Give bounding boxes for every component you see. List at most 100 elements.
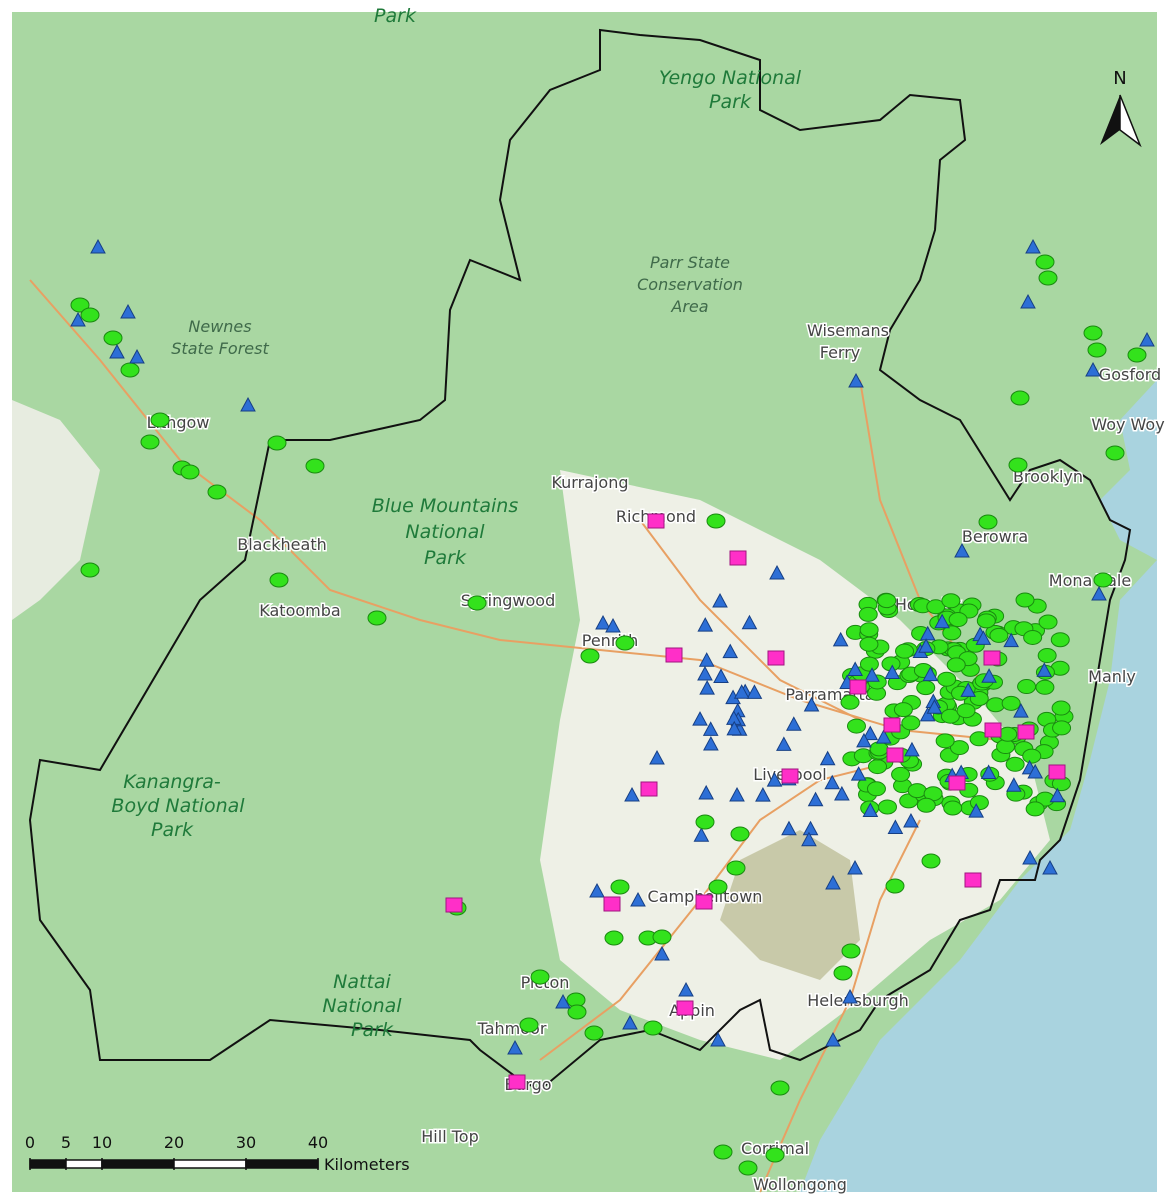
site-triangle — [1025, 238, 1041, 254]
park-label: Park — [709, 91, 752, 113]
site-circle — [530, 969, 550, 985]
park-label: National — [322, 995, 402, 1017]
park-label: Boyd National — [111, 795, 245, 817]
site-circle — [1010, 390, 1030, 406]
scale-segment — [173, 1159, 247, 1169]
scale-unit: Kilometers — [324, 1155, 410, 1174]
site-triangle — [825, 874, 841, 890]
site-triangle — [981, 668, 997, 683]
site-circle — [996, 739, 1016, 755]
site-square — [729, 550, 747, 566]
scale-tick-label: 30 — [236, 1133, 256, 1152]
site-triangle — [847, 661, 864, 676]
site-triangle — [884, 664, 901, 680]
site-circle — [726, 860, 746, 876]
site-square — [640, 781, 658, 797]
site-triangle — [741, 614, 758, 630]
site-circle — [846, 718, 866, 734]
place-label: Woy Woy — [1091, 415, 1164, 434]
site-circle — [580, 648, 600, 664]
site-triangle — [975, 630, 992, 645]
site-square — [964, 872, 982, 888]
site-circle — [80, 307, 100, 323]
place-label: Hill Top — [421, 1127, 478, 1146]
site-square — [886, 747, 904, 763]
site-triangle — [960, 682, 977, 697]
site-triangle — [1042, 859, 1058, 875]
park-label: Park — [351, 1019, 394, 1041]
north-arrow-right — [1119, 94, 1142, 148]
site-circle — [207, 484, 227, 500]
site-circle — [1008, 457, 1028, 473]
place-label: Manly — [1088, 667, 1136, 686]
site-circle — [868, 759, 888, 775]
site-circle — [935, 733, 955, 749]
site-triangle — [726, 720, 743, 736]
site-circle — [180, 464, 200, 480]
site-circle — [907, 783, 927, 799]
site-circle — [1017, 679, 1037, 695]
north-arrow: N — [1100, 68, 1142, 148]
site-circle — [305, 458, 325, 474]
site-circle — [916, 797, 936, 813]
site-circle — [519, 1017, 539, 1033]
site-triangle — [776, 736, 792, 751]
urban-area — [540, 470, 1050, 1060]
site-circle — [1087, 342, 1107, 358]
forest-label: State Forest — [171, 339, 269, 358]
site-circle — [978, 514, 998, 530]
site-circle — [859, 656, 879, 672]
site-circle — [943, 800, 963, 816]
site-square — [883, 717, 901, 733]
site-circle — [989, 627, 1009, 643]
site-circle — [80, 562, 100, 578]
site-circle — [921, 853, 941, 869]
site-triangle — [864, 667, 880, 682]
site-triangle — [729, 786, 745, 802]
site-circle — [150, 412, 170, 428]
site-triangle — [1003, 632, 1019, 648]
site-triangle — [1139, 331, 1155, 347]
place-label: Ferry — [820, 343, 861, 362]
site-triangle — [926, 699, 943, 714]
site-square — [603, 896, 621, 912]
site-square — [983, 650, 1001, 666]
site-circle — [615, 635, 635, 651]
roads — [29, 279, 1001, 1193]
place-label: Mona Vale — [1049, 571, 1131, 590]
site-triangle — [918, 638, 934, 653]
site-circle — [893, 702, 913, 718]
site-triangle — [678, 981, 694, 997]
reserve — [720, 830, 860, 980]
site-triangle — [713, 668, 729, 683]
site-triangle — [722, 643, 739, 659]
open-land — [12, 400, 100, 620]
site-square — [665, 647, 683, 663]
site-triangle — [862, 725, 879, 741]
site-triangle — [1020, 293, 1036, 309]
site-circle — [1052, 720, 1072, 736]
site-triangle — [803, 696, 820, 712]
site-square — [1048, 764, 1066, 780]
place-label: Blackheath — [237, 535, 327, 554]
site-triangle — [693, 827, 710, 842]
site-circle — [891, 766, 911, 782]
site-triangle — [555, 993, 571, 1009]
site-square — [984, 722, 1002, 738]
scale-tick-label: 0 — [25, 1133, 35, 1152]
site-circle — [1037, 648, 1057, 664]
site-triangle — [847, 859, 863, 875]
bay — [1100, 380, 1157, 560]
scale-segment — [101, 1159, 175, 1169]
park-label: Conservation — [637, 275, 743, 294]
site-circle — [643, 1020, 663, 1036]
site-circle — [103, 330, 123, 346]
site-triangle — [934, 613, 950, 629]
site-triangle — [834, 785, 850, 801]
site-square — [849, 679, 867, 695]
site-triangle — [240, 396, 256, 412]
site-circle — [840, 694, 860, 710]
site-triangle — [1013, 703, 1029, 718]
site-triangle — [785, 716, 802, 731]
site-circle — [969, 795, 989, 811]
